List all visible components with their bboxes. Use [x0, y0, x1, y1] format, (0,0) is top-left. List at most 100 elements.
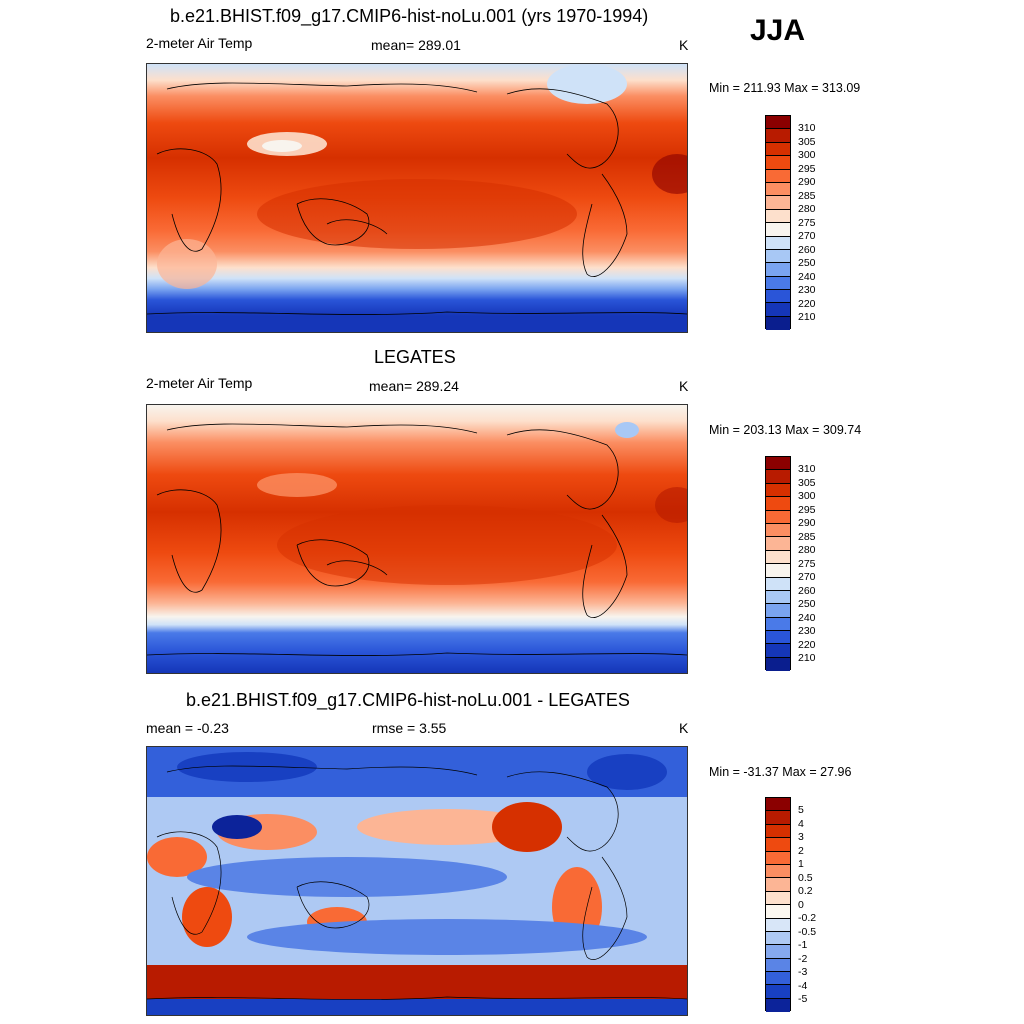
colorbar-swatch [766, 290, 790, 304]
colorbar-swatch [766, 497, 790, 511]
colorbar-swatch [766, 142, 790, 157]
colorbar-label: 305 [798, 476, 816, 489]
colorbar-label: 290 [798, 517, 816, 529]
colorbar-label: 270 [798, 571, 816, 583]
colorbar-label: 305 [798, 135, 816, 148]
colorbar-swatch [766, 604, 790, 618]
colorbar-label: 270 [798, 230, 816, 242]
colorbar-label: 295 [798, 503, 816, 516]
colorbar-swatch [766, 811, 790, 825]
colorbar-label: 310 [798, 463, 816, 475]
panel-2-temperature-field [147, 405, 687, 673]
panel-2-minmax: Min = 203.13 Max = 309.74 [709, 423, 862, 437]
colorbar-swatch [766, 617, 790, 632]
colorbar-swatch [766, 249, 790, 264]
colorbar-swatch [766, 985, 790, 999]
colorbar-swatch [766, 998, 790, 1013]
colorbar-label: 220 [798, 638, 816, 651]
colorbar-label: 2 [798, 844, 804, 857]
panel-3-difference-field [147, 747, 687, 1015]
colorbar-label: 260 [798, 584, 816, 597]
colorbar-label: 280 [798, 544, 816, 556]
colorbar-swatch [766, 905, 790, 919]
panel-3-colorbar-labels: 5 4 3 2 1 0.5 0.2 0 -0.2 -0.5 -1 -2 -3 -… [798, 804, 816, 1007]
colorbar-swatch [766, 223, 790, 237]
colorbar-swatch [766, 510, 790, 524]
colorbar-label: -3 [798, 966, 808, 978]
colorbar-swatch [766, 878, 790, 892]
panel-1-variable-label: 2-meter Air Temp [146, 35, 253, 51]
colorbar-swatch [766, 958, 790, 973]
colorbar-swatch [766, 182, 790, 197]
colorbar-swatch [766, 657, 790, 672]
colorbar-label: 300 [798, 490, 816, 502]
colorbar-swatch [766, 483, 790, 498]
colorbar-swatch [766, 644, 790, 658]
panel-3-map [146, 746, 688, 1016]
colorbar-swatch [766, 550, 790, 565]
colorbar-swatch [766, 470, 790, 484]
colorbar-label: -1 [798, 939, 808, 951]
panel-1-units: K [679, 37, 689, 53]
colorbar-label: 240 [798, 611, 816, 624]
panel-2-colorbar [765, 456, 791, 672]
panel-2-variable-label: 2-meter Air Temp [146, 375, 253, 391]
panel-1-title: b.e21.BHIST.f09_g17.CMIP6-hist-noLu.001 … [170, 6, 649, 26]
colorbar-label: -4 [798, 979, 808, 992]
colorbar-swatch [766, 129, 790, 143]
panel-2-colorbar-labels: 310 305 300 295 290 285 280 275 270 260 … [798, 463, 816, 666]
colorbar-label: 250 [798, 598, 816, 610]
colorbar-swatch [766, 116, 790, 130]
colorbar-swatch [766, 169, 790, 183]
colorbar-label: 310 [798, 122, 816, 134]
colorbar-swatch [766, 590, 790, 605]
colorbar-label: 230 [798, 625, 816, 637]
colorbar-label: -5 [798, 993, 808, 1005]
colorbar-label: 0 [798, 898, 804, 911]
colorbar-label: 5 [798, 804, 804, 816]
colorbar-swatch [766, 564, 790, 578]
colorbar-swatch [766, 209, 790, 224]
colorbar-label: 300 [798, 149, 816, 161]
colorbar-swatch [766, 196, 790, 210]
colorbar-label: 1 [798, 858, 804, 870]
colorbar-label: 285 [798, 530, 816, 543]
panel-1-colorbar-labels: 310 305 300 295 290 285 280 275 270 260 … [798, 122, 816, 325]
colorbar-swatch [766, 537, 790, 551]
colorbar-label: 210 [798, 652, 816, 664]
colorbar-label: 0.2 [798, 885, 813, 897]
colorbar-swatch [766, 824, 790, 839]
colorbar-swatch [766, 316, 790, 331]
colorbar-label: 295 [798, 162, 816, 175]
panel-1-map [146, 63, 688, 333]
colorbar-label: 250 [798, 257, 816, 269]
colorbar-label: 275 [798, 557, 816, 570]
colorbar-label: -2 [798, 952, 808, 965]
panel-1-minmax: Min = 211.93 Max = 313.09 [709, 81, 861, 95]
colorbar-swatch [766, 918, 790, 932]
colorbar-label: 210 [798, 311, 816, 323]
colorbar-label: 275 [798, 216, 816, 229]
colorbar-swatch [766, 631, 790, 645]
panel-2-map [146, 404, 688, 674]
colorbar-swatch [766, 577, 790, 591]
colorbar-swatch [766, 523, 790, 538]
colorbar-label: 3 [798, 831, 804, 843]
panel-3-mean-label: mean = -0.23 [146, 720, 229, 736]
colorbar-swatch [766, 945, 790, 959]
colorbar-swatch [766, 972, 790, 986]
colorbar-swatch [766, 851, 790, 865]
colorbar-label: 260 [798, 243, 816, 256]
colorbar-swatch [766, 156, 790, 170]
colorbar-swatch [766, 303, 790, 317]
colorbar-label: -0.5 [798, 925, 817, 938]
colorbar-label: 220 [798, 297, 816, 310]
colorbar-swatch [766, 263, 790, 277]
panel-2-mean-label: mean= 289.24 [369, 378, 459, 394]
panel-2-title: LEGATES [374, 347, 456, 367]
colorbar-label: 290 [798, 176, 816, 188]
panel-3-units: K [679, 720, 689, 736]
panel-1-temperature-field [147, 64, 687, 332]
colorbar-label: 285 [798, 189, 816, 202]
colorbar-swatch [766, 838, 790, 852]
